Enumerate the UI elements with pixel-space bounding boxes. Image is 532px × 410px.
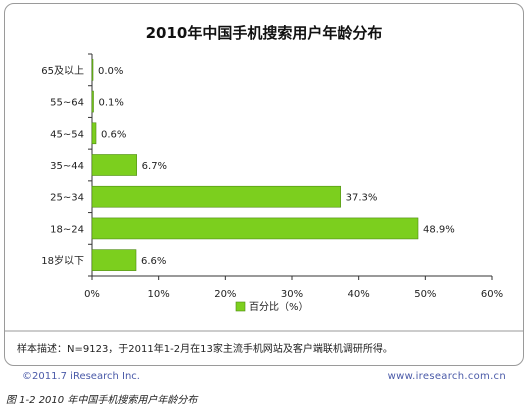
y-tick-label: 18~24 (50, 224, 84, 235)
x-tick-label: 20% (214, 289, 236, 300)
bar (91, 90, 94, 113)
legend-swatch (235, 301, 246, 312)
x-tick-label: 10% (148, 289, 170, 300)
data-label: 0.6% (101, 129, 126, 140)
sample-note: 样本描述：N=9123，于2011年1-2月在13家主流手机网站及客户端联机调研… (17, 344, 393, 355)
data-label: 6.7% (142, 161, 167, 172)
bar (91, 154, 137, 176)
y-tick-label: 55~64 (50, 98, 84, 109)
bar (91, 249, 137, 271)
website-link[interactable]: www.iresearch.com.cn (387, 371, 506, 382)
y-tick-label: 45~54 (50, 129, 84, 140)
data-label: 6.6% (141, 256, 166, 267)
x-tick-label: 40% (348, 289, 370, 300)
bar (91, 59, 94, 81)
y-tick-label: 18岁以下 (41, 254, 84, 267)
x-tick-label: 0% (84, 289, 100, 300)
y-tick-label: 25~34 (50, 193, 84, 204)
x-tick-label: 30% (281, 289, 303, 300)
y-tick-label: 35~44 (50, 161, 84, 172)
bar (91, 217, 419, 240)
data-label: 48.9% (423, 224, 455, 235)
data-label: 0.0% (98, 66, 123, 77)
bar (91, 185, 341, 208)
copyright-text: ©2011.7 iResearch Inc. (22, 371, 140, 382)
x-tick-label: 50% (414, 289, 436, 300)
figure-caption: 图 1-2 2010 年中国手机搜索用户年龄分布 (6, 395, 198, 406)
bar (91, 122, 97, 145)
legend-label: 百分比（%） (249, 301, 309, 313)
chart-frame: 2010年中国手机搜索用户年龄分布 (4, 3, 524, 366)
data-label: 37.3% (346, 193, 378, 204)
data-label: 0.1% (99, 98, 124, 109)
x-tick-label: 60% (481, 289, 503, 300)
chart-title: 2010年中国手机搜索用户年龄分布 (145, 24, 383, 42)
y-tick-label: 65及以上 (41, 65, 84, 77)
